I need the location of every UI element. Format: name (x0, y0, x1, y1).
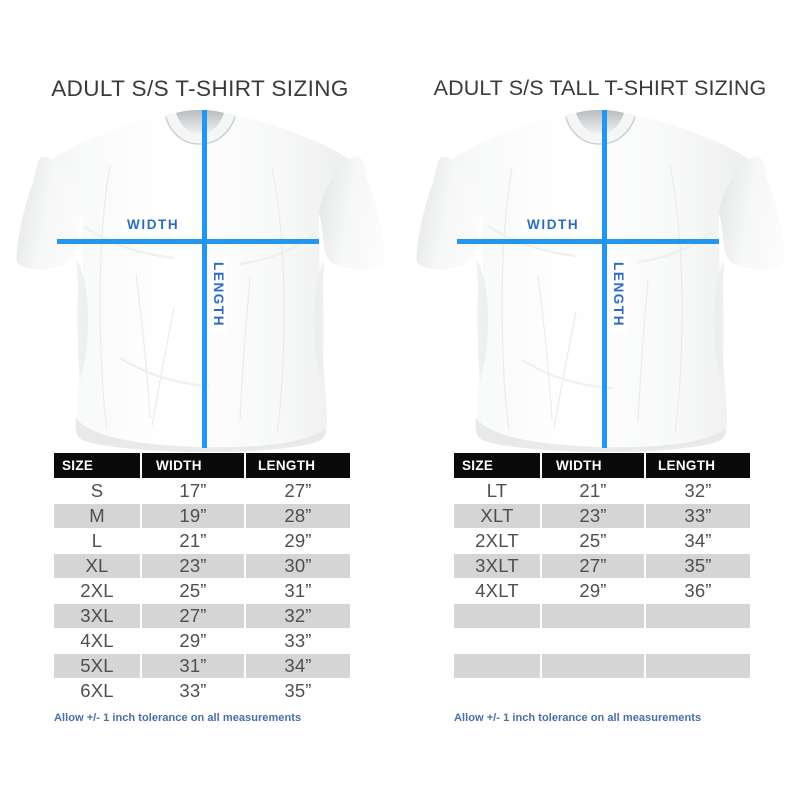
column-header-size: SIZE (54, 453, 140, 478)
cell-width: 25” (142, 579, 244, 603)
cell-width: 27” (142, 604, 244, 628)
table-row: L 21” 29” (54, 529, 350, 553)
cell-width: 23” (142, 554, 244, 578)
cell-length: 29” (246, 529, 350, 553)
table-row: 2XL 25” 31” (54, 579, 350, 603)
page-title-right: ADULT S/S TALL T-SHIRT SIZING (433, 76, 767, 100)
cell-width: 29” (142, 629, 244, 653)
table-row: LT 21” 32” (454, 479, 750, 503)
cell-length: 33” (246, 629, 350, 653)
table-body-right: LT 21” 32” XLT 23” 33” 2XLT 25” 34” 3XLT 27” 35” 4XL… (454, 479, 750, 703)
cell-length: 27” (246, 479, 350, 503)
table-row: XL 23” 30” (54, 554, 350, 578)
table-row: 6XL 33” 35” (54, 679, 350, 703)
cell-empty (454, 604, 540, 628)
cell-length: 28” (246, 504, 350, 528)
cell-length: 32” (646, 479, 750, 503)
cell-length: 33” (646, 504, 750, 528)
cell-length: 31” (246, 579, 350, 603)
table-row-empty (454, 604, 750, 628)
cell-length: 36” (646, 579, 750, 603)
column-header-length: LENGTH (246, 453, 350, 478)
panel-adult-ss-tshirt: ADULT S/S T-SHIRT SIZING (0, 60, 400, 740)
table-row-empty (454, 629, 750, 653)
table-row: 2XLT 25” 34” (454, 529, 750, 553)
cell-empty (542, 654, 644, 678)
cell-size: 6XL (54, 679, 140, 703)
cell-width: 21” (142, 529, 244, 553)
cell-empty (646, 679, 750, 703)
table-header-row: SIZE WIDTH LENGTH (54, 453, 350, 478)
cell-size: M (54, 504, 140, 528)
tshirt-front-short-sleeve-icon (14, 108, 386, 452)
table-row-empty (454, 679, 750, 703)
cell-size: L (54, 529, 140, 553)
cell-width: 31” (142, 654, 244, 678)
cell-width: 17” (142, 479, 244, 503)
table-row: 3XL 27” 32” (54, 604, 350, 628)
table-row: XLT 23” 33” (454, 504, 750, 528)
cell-length: 35” (646, 554, 750, 578)
cell-width: 23” (542, 504, 644, 528)
cell-width: 33” (142, 679, 244, 703)
tolerance-note-left: Allow +/- 1 inch tolerance on all measur… (54, 712, 302, 724)
cell-length: 32” (246, 604, 350, 628)
cell-size: 2XLT (454, 529, 540, 553)
table-header-row: SIZE WIDTH LENGTH (454, 453, 750, 478)
cell-empty (646, 629, 750, 653)
cell-size: 2XL (54, 579, 140, 603)
cell-width: 27” (542, 554, 644, 578)
cell-size: XL (54, 554, 140, 578)
panel-adult-ss-tall-tshirt: ADULT S/S TALL T-SHIRT SIZING (400, 60, 800, 740)
cell-size: 3XLT (454, 554, 540, 578)
column-header-size: SIZE (454, 453, 540, 478)
cell-size: 4XL (54, 629, 140, 653)
tolerance-note-right: Allow +/- 1 inch tolerance on all measur… (454, 712, 702, 724)
cell-size: XLT (454, 504, 540, 528)
cell-size: S (54, 479, 140, 503)
cell-empty (646, 604, 750, 628)
cell-empty (542, 679, 644, 703)
cell-width: 25” (542, 529, 644, 553)
column-header-width: WIDTH (142, 453, 244, 478)
table-row: 4XL 29” 33” (54, 629, 350, 653)
cell-size: LT (454, 479, 540, 503)
cell-width: 29” (542, 579, 644, 603)
page-title-left: ADULT S/S T-SHIRT SIZING (51, 76, 349, 101)
cell-size: 3XL (54, 604, 140, 628)
cell-empty (454, 654, 540, 678)
table-body-left: S 17” 27” M 19” 28” L 21” 29” XL 23” 30” 2XL 25” 31” 3X… (54, 479, 350, 703)
cell-length: 30” (246, 554, 350, 578)
cell-empty (454, 629, 540, 653)
column-header-length: LENGTH (646, 453, 750, 478)
table-row-empty (454, 654, 750, 678)
column-header-width: WIDTH (542, 453, 644, 478)
table-row: 4XLT 29” 36” (454, 579, 750, 603)
cell-length: 35” (246, 679, 350, 703)
cell-size: 4XLT (454, 579, 540, 603)
cell-length: 34” (246, 654, 350, 678)
cell-empty (646, 654, 750, 678)
table-row: M 19” 28” (54, 504, 350, 528)
cell-empty (542, 604, 644, 628)
cell-size: 5XL (54, 654, 140, 678)
tshirt-front-short-sleeve-icon (414, 108, 786, 452)
table-row: S 17” 27” (54, 479, 350, 503)
size-table-right: SIZE WIDTH LENGTH LT 21” 32” XLT 23” 33” 2XLT 2… (452, 452, 750, 704)
size-table-left: SIZE WIDTH LENGTH S 17” 27” M 19” 28” L 21” 29” X… (52, 452, 350, 704)
cell-empty (454, 679, 540, 703)
table-row: 3XLT 27” 35” (454, 554, 750, 578)
cell-width: 19” (142, 504, 244, 528)
cell-length: 34” (646, 529, 750, 553)
table-row: 5XL 31” 34” (54, 654, 350, 678)
cell-width: 21” (542, 479, 644, 503)
cell-empty (542, 629, 644, 653)
